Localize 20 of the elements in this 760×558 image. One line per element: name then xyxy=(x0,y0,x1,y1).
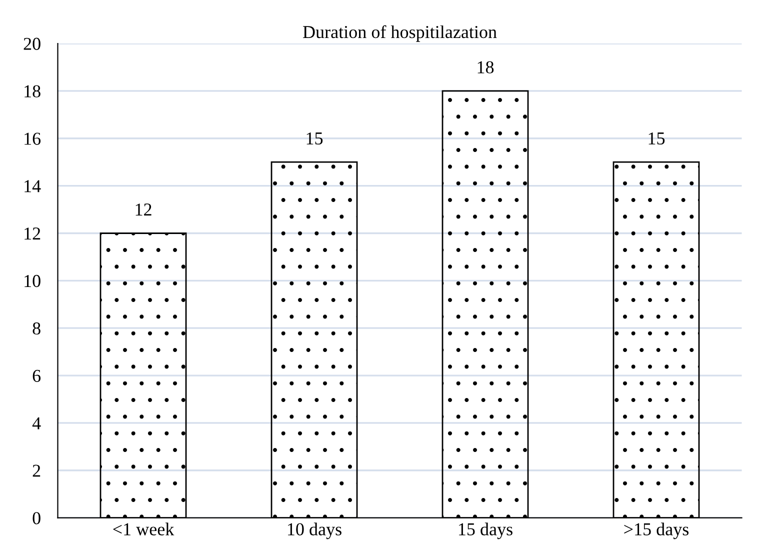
y-tick-label: 0 xyxy=(32,512,40,524)
y-tick-label: 20 xyxy=(24,38,40,50)
y-tick-label: 12 xyxy=(24,228,40,240)
y-tick-label: 4 xyxy=(32,417,41,430)
y-tick-label: 14 xyxy=(24,180,41,192)
data-label: 18 xyxy=(478,61,494,74)
x-tick-label: 10 days xyxy=(288,522,342,540)
chart-title: Duration of hospitilazation xyxy=(303,25,497,42)
data-label: 12 xyxy=(136,204,152,216)
data-label: 15 xyxy=(306,132,323,145)
y-tick-label: 2 xyxy=(32,464,40,477)
data-label: 15 xyxy=(648,132,665,145)
y-tick-label: 10 xyxy=(24,274,40,288)
y-tick-label: 8 xyxy=(32,322,40,335)
y-tick-label: 6 xyxy=(32,370,41,382)
y-tick-label: 18 xyxy=(24,85,40,98)
x-tick-label: 15 days xyxy=(459,522,512,540)
x-tick-label: <1 week xyxy=(113,522,174,536)
x-tick-label: >15 days xyxy=(624,522,689,540)
y-tick-label: 16 xyxy=(24,132,41,145)
